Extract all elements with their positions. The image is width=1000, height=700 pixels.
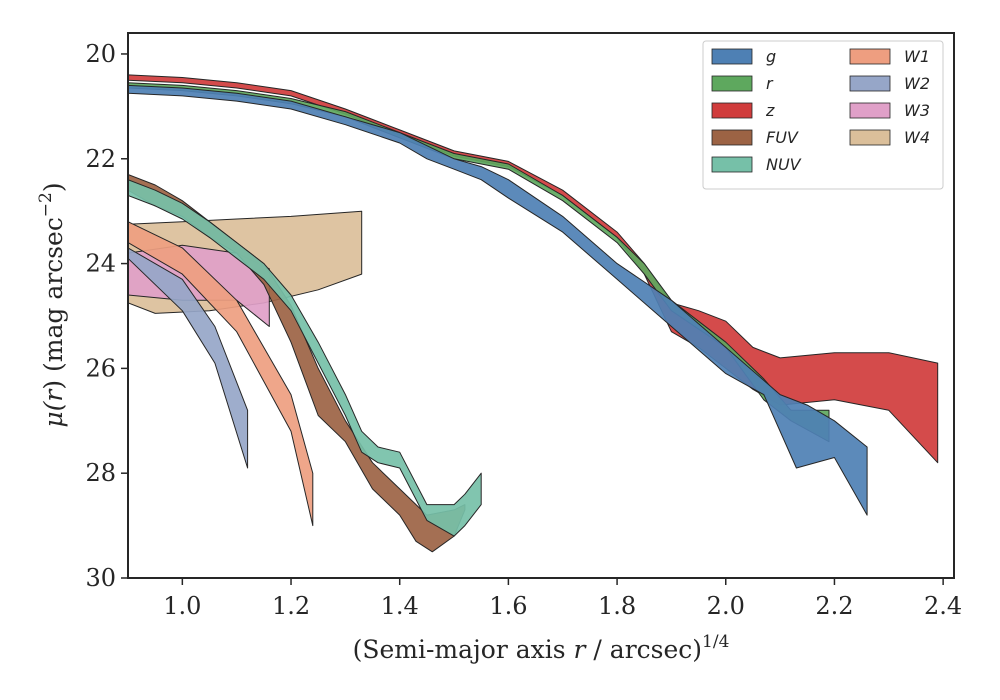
legend-label-fuv: FUV [766,128,799,147]
legend-label-w2: W2 [904,74,930,93]
y-axis-label: μ(r) (mag arcsec−2) [36,182,68,427]
x-tick-label: 2.4 [924,592,962,620]
y-tick-label: 26 [85,354,116,382]
legend-label-r: r [766,74,774,93]
area-g [128,84,868,516]
x-tick-label: 2.2 [815,592,853,620]
y-tick-label: 22 [85,145,116,173]
area-nuv [128,179,482,537]
legend-label-z: z [765,101,775,120]
legend-swatch-w2 [849,75,891,92]
x-axis: 1.0 1.2 1.4 1.6 1.8 2.0 2.2 2.4 [163,578,962,620]
x-tick-label: 2.0 [707,592,745,620]
legend-swatch-fuv [711,129,753,146]
legend-swatch-w4 [849,129,891,146]
legend-label-w3: W3 [904,101,930,120]
legend-swatch-r [711,75,753,92]
legend-swatch-w3 [849,102,891,119]
legend-label-g: g [766,47,776,66]
legend-swatch-z [711,102,753,119]
legend-label-w4: W4 [904,128,930,147]
x-tick-label: 1.4 [381,592,419,620]
y-tick-label: 28 [85,459,116,487]
area-w1 [128,221,314,527]
x-tick-label: 1.0 [163,592,201,620]
x-axis-label: (Semi-major axis r / arcsec)1/4 [353,632,730,664]
plot-frame [127,32,955,579]
legend-label-w1: W1 [904,47,930,66]
legend: grz FUV NUV W1 W2 W3 W4 [702,40,944,190]
y-tick-label: 20 [85,40,116,68]
x-tick-label: 1.8 [598,592,636,620]
x-tick-label: 1.2 [272,592,310,620]
y-tick-label: 24 [85,250,116,278]
y-tick-label: 30 [85,564,116,592]
legend-swatch-nuv [711,156,753,173]
profile-areas [128,74,939,553]
y-axis: 20 22 24 26 28 30 [85,40,128,592]
legend-label-nuv: NUV [766,155,802,174]
area-w2 [128,247,249,469]
legend-swatch-g [711,48,753,65]
legend-swatch-w1 [849,48,891,65]
x-tick-label: 1.6 [489,592,527,620]
